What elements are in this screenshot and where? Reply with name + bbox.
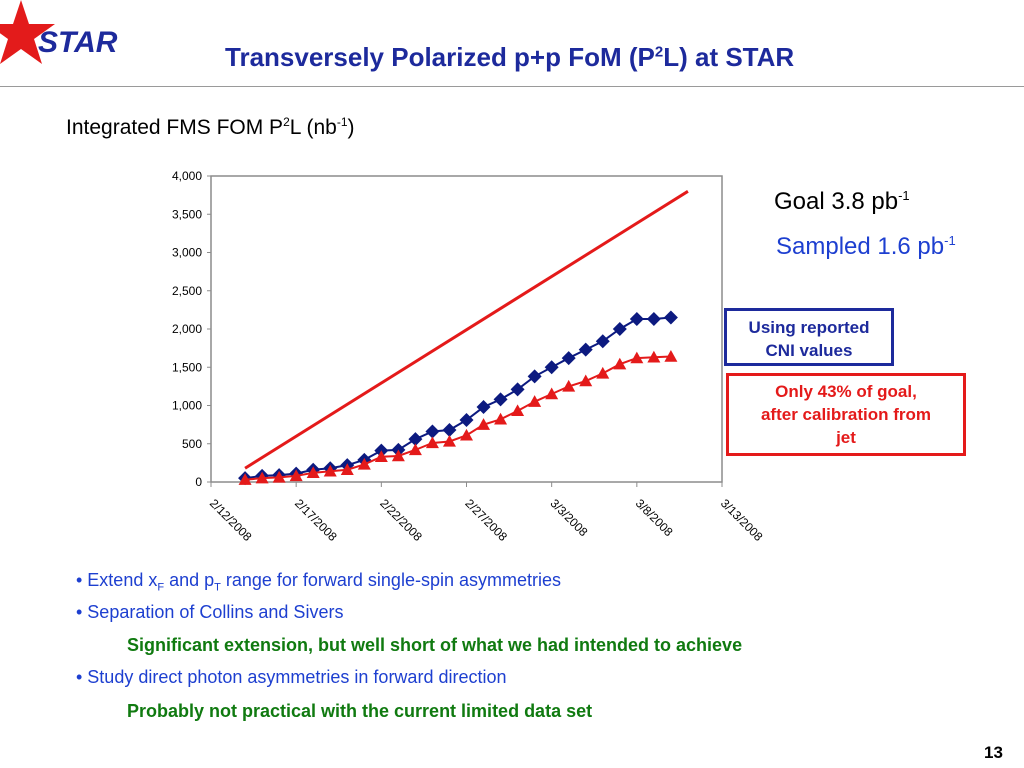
triangle-point (647, 350, 661, 363)
page-title: Transversely Polarized p+p FoM (P2L) at … (225, 42, 795, 72)
diamond-point (510, 382, 525, 397)
diamond-point (595, 334, 610, 349)
triangle-point (630, 351, 644, 364)
triangle-point (391, 449, 405, 462)
triangle-point (272, 470, 286, 483)
bullet-xf-pt: • Extend xF and pT range for forward sin… (76, 570, 561, 594)
triangle-point (494, 412, 508, 425)
diamond-point (527, 369, 542, 384)
x-tick-label: 2/27/2008 (462, 496, 510, 544)
y-tick-label: 0 (195, 475, 202, 489)
triangle-point (664, 350, 678, 362)
x-tick-label: 2/17/2008 (292, 496, 340, 544)
x-tick-label: 3/3/2008 (548, 496, 591, 539)
triangle-point (562, 379, 576, 392)
bullet-direct-photon: • Study direct photon asymmetries in for… (76, 667, 507, 687)
bullet-collins-sivers: • Separation of Collins and Sivers (76, 602, 344, 622)
diamond-point (612, 322, 627, 336)
triangle-point (613, 357, 627, 370)
triangle-point (323, 464, 337, 477)
y-tick-label: 2,000 (172, 322, 202, 336)
x-tick-label: 2/12/2008 (207, 496, 255, 544)
diamond-point (408, 432, 423, 447)
triangle-point (545, 387, 559, 400)
star-logo (0, 0, 55, 64)
note-line: Only 43% of goal, (775, 382, 917, 401)
diamond-point (493, 392, 508, 407)
x-tick-label: 3/13/2008 (718, 496, 766, 544)
diamond-point (476, 400, 491, 415)
triangle-point (596, 366, 610, 379)
y-tick-label: 500 (182, 437, 202, 451)
triangle-point (460, 428, 473, 441)
cni-values-note: Using reported CNI values (724, 308, 894, 366)
y-tick-label: 1,000 (172, 399, 202, 413)
note-line: jet (836, 428, 856, 447)
triangle-point (340, 463, 354, 475)
y-tick-label: 1,500 (172, 360, 202, 374)
page-number: 13 (984, 743, 1003, 762)
goal-label: Goal 3.8 pb-1 (774, 188, 910, 215)
triangle-point (511, 404, 525, 417)
title-divider (0, 86, 1024, 87)
triangle-point (442, 434, 456, 447)
triangle-point (289, 469, 303, 482)
diamond-point (646, 312, 661, 327)
diamond-point (578, 342, 593, 357)
diamond-point (442, 422, 457, 437)
diamond-point (663, 310, 678, 325)
note-line: after calibration from (760, 405, 932, 424)
triangle-point (425, 436, 439, 449)
triangle-point (477, 418, 491, 430)
conclusion-significant-extension: Significant extension, but well short of… (127, 635, 743, 655)
goal-fraction-note: Only 43% of goal, after calibration from… (726, 373, 966, 456)
red-star-icon (0, 0, 55, 64)
note-line: Using reported (748, 318, 870, 337)
y-tick-label: 2,500 (172, 284, 202, 298)
diamond-point (425, 424, 440, 439)
goal-line (244, 190, 689, 470)
y-tick-label: 3,000 (172, 246, 202, 260)
note-line: CNI values (765, 341, 853, 360)
diamond-point (459, 413, 474, 428)
chart-title: Integrated FMS FOM P2L (nb-1) (66, 115, 355, 139)
diamond-point (629, 312, 644, 327)
diamond-point (561, 351, 576, 366)
triangle-point (306, 466, 320, 479)
triangle-point (374, 450, 388, 462)
y-tick-label: 3,500 (172, 207, 202, 221)
logo-text: STAR (38, 26, 118, 59)
conclusion-not-practical: Probably not practical with the current … (127, 701, 593, 721)
triangle-point (357, 457, 371, 470)
x-tick-label: 2/22/2008 (377, 496, 425, 544)
y-tick-label: 4,000 (172, 169, 202, 183)
sampled-label: Sampled 1.6 pb-1 (776, 233, 956, 260)
diamond-point (544, 360, 559, 375)
x-tick-label: 3/8/2008 (633, 496, 676, 539)
triangle-point (408, 443, 422, 456)
triangle-point (255, 471, 269, 484)
triangle-point (528, 395, 542, 407)
triangle-point (579, 374, 593, 387)
triangle-point (238, 473, 252, 485)
